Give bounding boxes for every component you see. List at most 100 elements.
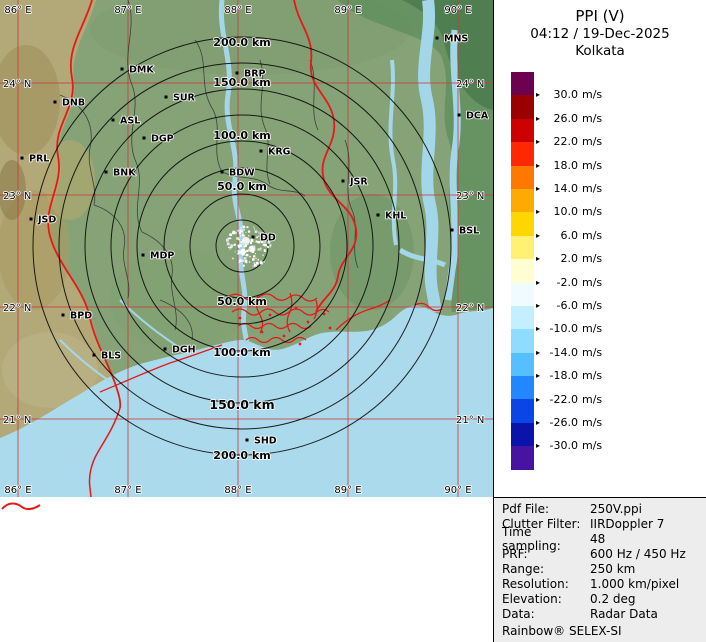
station-code-label: BPD <box>70 311 92 322</box>
legend-unit: m/s <box>582 252 603 266</box>
echo-speckle <box>257 241 260 244</box>
echo-speckle <box>237 252 239 255</box>
legend-unit: m/s <box>582 205 603 219</box>
echo-speckle <box>247 230 251 233</box>
radar-echo-layer <box>225 225 272 268</box>
legend-unit: m/s <box>582 345 603 359</box>
legend-color-block <box>511 212 534 236</box>
legend-tick-arrow-icon: ▸ <box>536 441 541 451</box>
latitude-label: 22° N <box>3 303 31 314</box>
station-dot-icon <box>29 217 33 221</box>
latitude-label: 23° N <box>456 191 484 202</box>
legend-entry: ▸ 30.0 m/s <box>536 88 602 102</box>
info-label: Resolution: <box>502 576 569 591</box>
station-marker: BNK <box>104 167 137 179</box>
velocity-legend: ▸ 30.0 m/s ▸ 26.0 m/s ▸ 22.0 m/s ▸ 18.0 m/s ▸ 14.0 m/s… <box>494 0 706 497</box>
range-ring <box>189 193 295 299</box>
station-code-label: BNK <box>113 168 136 179</box>
station-code-label: DGP <box>151 134 174 145</box>
station-name: Kolkata <box>575 43 625 59</box>
station-marker: BLS <box>92 350 122 362</box>
echo-speckle <box>231 246 233 248</box>
echo-speckle <box>242 225 246 229</box>
range-ring-label: 150.0 km <box>213 76 270 89</box>
legend-entry: ▸ 14.0 m/s <box>536 182 602 196</box>
station-code-label: BSL <box>459 226 479 237</box>
legend-entry: ▸ -10.0 m/s <box>536 322 602 336</box>
station-code-label: BLS <box>101 351 121 362</box>
echo-speckle <box>250 242 253 245</box>
echo-speckle <box>246 253 249 257</box>
legend-tick-arrow-icon: ▸ <box>536 160 541 170</box>
info-row: Elevation: 0.2 deg <box>502 591 706 606</box>
station-code-label: MDP <box>150 251 174 262</box>
echo-speckle <box>234 231 237 235</box>
station-marker: DD <box>251 232 277 244</box>
latitude-label: 21° N <box>3 415 31 426</box>
station-dot-icon <box>235 71 239 75</box>
echo-speckle <box>252 258 255 261</box>
station-marker: SHD <box>245 435 278 447</box>
echo-speckle <box>236 237 239 240</box>
echo-speckle <box>237 250 240 253</box>
echo-speckle <box>233 244 236 246</box>
station-marker: DCA <box>457 110 490 122</box>
echo-speckle <box>242 248 245 252</box>
legend-unit: m/s <box>582 322 603 336</box>
echo-speckle <box>226 242 230 246</box>
legend-unit: m/s <box>582 416 603 429</box>
info-value: 1.000 km/pixel <box>590 576 680 591</box>
info-value: 48 <box>590 532 606 547</box>
station-dot-icon <box>341 179 345 183</box>
range-ring-label: 200.0 km <box>213 36 270 49</box>
station-markers: MNS DMK BRP SUR DNB ASL DGP KRG PRL BNK BDW JSR DCA K… <box>20 33 490 447</box>
station-dot-icon <box>111 118 115 122</box>
legend-entry: ▸ -26.0 m/s <box>536 416 602 430</box>
info-value: Radar Data <box>590 606 658 621</box>
legend-value: 30.0 <box>553 88 579 102</box>
echo-speckle <box>239 229 243 233</box>
echo-speckle <box>267 245 270 249</box>
district-border-layer <box>59 0 359 341</box>
station-marker: DGP <box>142 133 174 145</box>
legend-value: -30.0 <box>549 439 579 453</box>
station-marker: BPD <box>61 310 93 322</box>
legend-tick-arrow-icon: ▸ <box>536 254 541 264</box>
legend-tick-arrow-icon: ▸ <box>536 347 541 357</box>
echo-speckle <box>228 246 230 249</box>
echo-speckle <box>237 244 240 247</box>
echo-speckle <box>244 259 248 263</box>
echo-speckle <box>261 238 264 241</box>
echo-speckle <box>229 237 232 240</box>
echo-speckle <box>267 240 271 244</box>
range-ring-labels: 200.0 km 150.0 km 100.0 km 50.0 km 50.0 km 10… <box>209 35 276 463</box>
legend-color-block <box>511 376 534 400</box>
graticule-labels: 86° E 87° E 88° E 89° E 90° E 86° E 87° E 88° E… <box>2 4 485 497</box>
echo-speckle <box>249 246 252 248</box>
station-code-label: MNS <box>444 34 468 45</box>
station-marker: SUR <box>164 92 196 104</box>
legend-value: 2.0 <box>560 252 579 266</box>
legend-value: 10.0 <box>553 205 579 219</box>
echo-speckle <box>242 234 246 238</box>
echo-speckle <box>263 234 266 237</box>
info-value: 600 Hz / 450 Hz <box>590 547 686 562</box>
legend-color-block <box>511 165 534 189</box>
info-label: PRF: <box>502 547 528 562</box>
echo-speckle <box>253 255 256 258</box>
echo-speckle <box>264 243 267 247</box>
legend-value: -22.0 <box>549 392 579 406</box>
station-marker: PRL <box>20 153 50 165</box>
station-marker: JSR <box>341 176 369 188</box>
station-code-label: SUR <box>173 93 196 104</box>
legend-tick-arrow-icon: ▸ <box>536 90 541 100</box>
side-panel: PPI (V) 04:12 / 19-Dec-2025 Kolkata ▸ 30.… <box>493 0 706 642</box>
legend-color-bar <box>511 72 534 470</box>
echo-speckle <box>240 227 242 229</box>
echo-speckle <box>232 257 234 260</box>
station-code-label: JSR <box>349 177 368 188</box>
latitude-label: 21° N <box>456 415 484 426</box>
echo-speckle <box>230 244 233 247</box>
echo-speckle <box>250 248 254 252</box>
range-ring-label: 50.0 km <box>217 295 267 308</box>
